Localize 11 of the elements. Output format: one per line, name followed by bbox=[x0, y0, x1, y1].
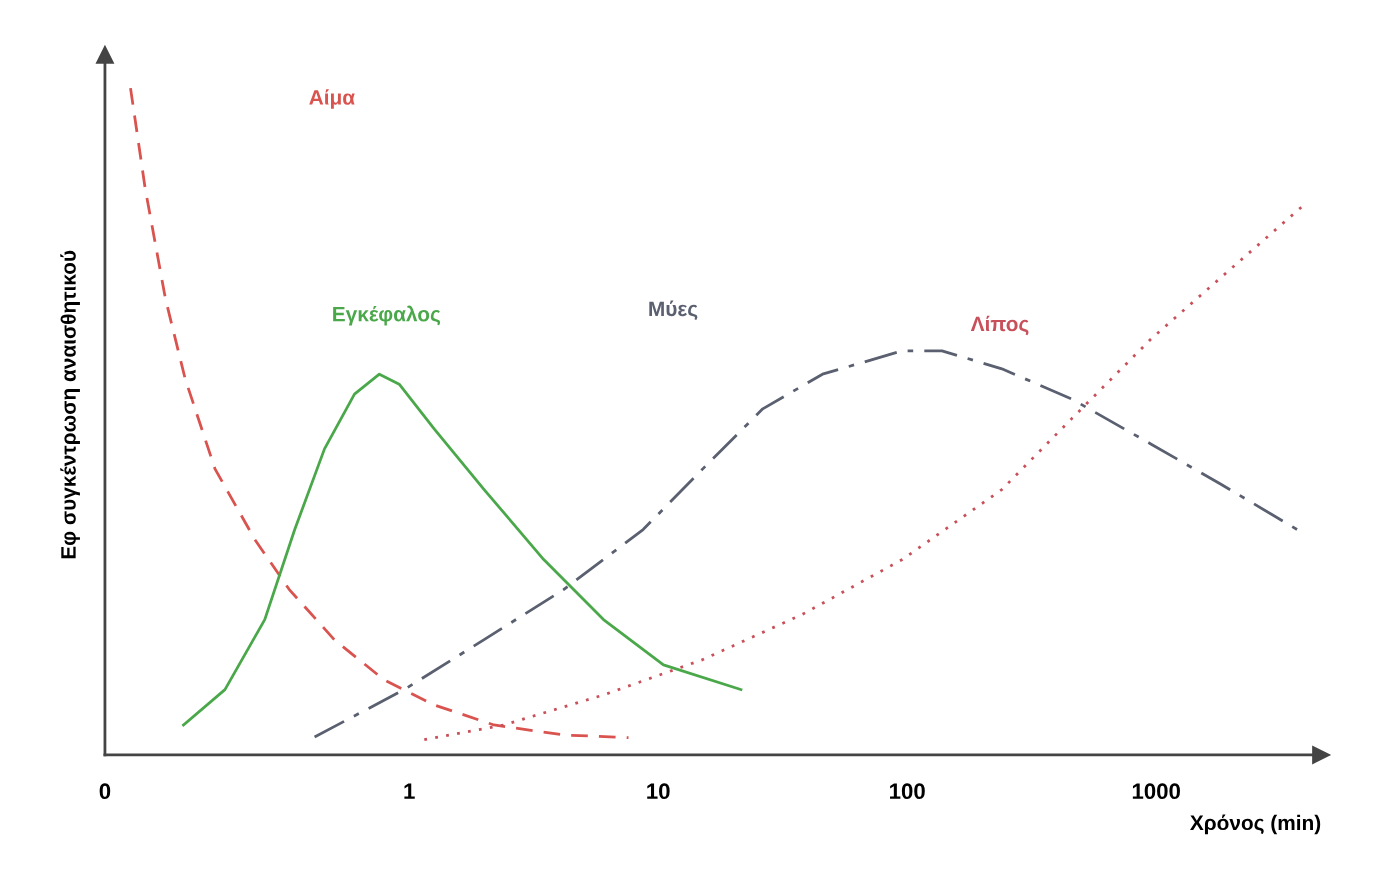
x-tick-label: 1 bbox=[404, 783, 415, 799]
x-tick-label: 10 bbox=[647, 783, 670, 800]
x-tick-label: 100 bbox=[890, 783, 925, 800]
x-tick-label: 0 bbox=[99, 783, 111, 800]
x-tick-label: 1000 bbox=[1132, 783, 1180, 800]
text: Εγκέφαλος bbox=[333, 305, 441, 326]
text: Μύες bbox=[649, 300, 698, 321]
x-axis-title: Χρόνος (min) bbox=[1190, 814, 1321, 835]
text: Αίμα bbox=[309, 89, 355, 109]
text: Λίπος bbox=[970, 315, 1029, 336]
y-axis-title: Εφ συγκέντρωση αναισθητικού bbox=[60, 250, 80, 559]
